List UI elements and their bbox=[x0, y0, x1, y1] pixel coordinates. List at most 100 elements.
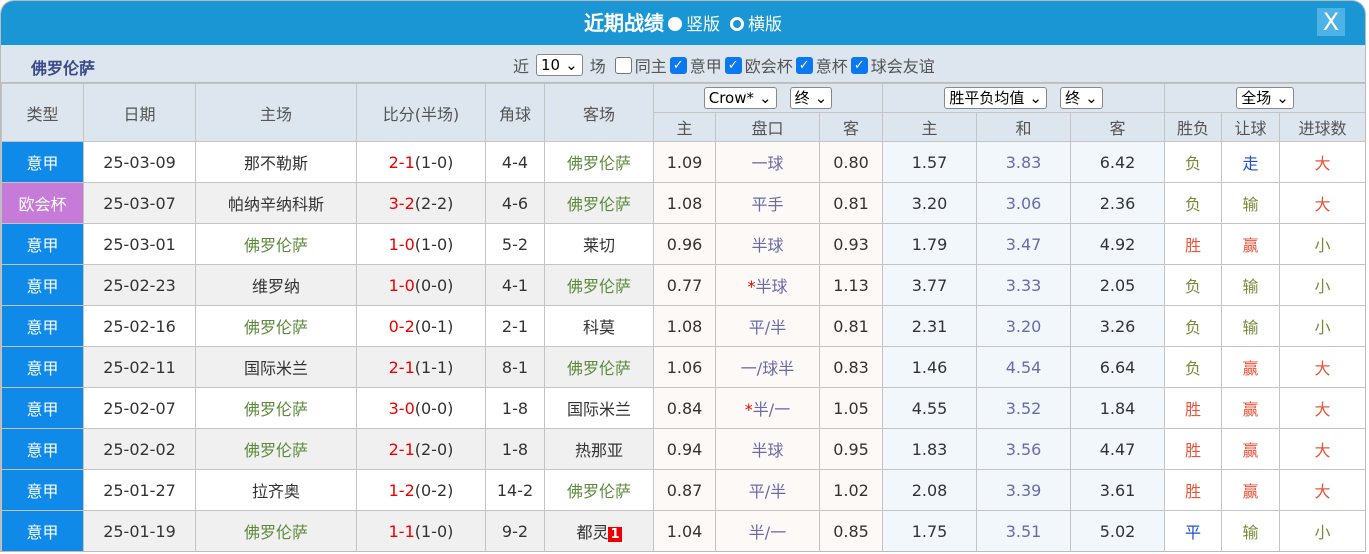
score-cell: 1-2(0-2) bbox=[356, 469, 486, 511]
match-type[interactable]: 意甲 bbox=[1, 223, 84, 265]
away-team[interactable]: 国际米兰 bbox=[566, 400, 631, 419]
radio-vertical[interactable] bbox=[667, 17, 682, 31]
away-team-cell: 热那亚 bbox=[544, 428, 654, 470]
euro-draw: 3.56 bbox=[976, 428, 1072, 470]
header-score: 比分(半场) bbox=[356, 83, 486, 142]
handicap-result: 输 bbox=[1221, 182, 1281, 224]
score-cell: 0-2(0-1) bbox=[356, 305, 486, 347]
result: 平 bbox=[1164, 510, 1223, 551]
goals-result: 大 bbox=[1279, 346, 1365, 388]
match-type[interactable]: 意甲 bbox=[1, 428, 84, 470]
league-checkbox[interactable]: ✓ bbox=[669, 56, 687, 74]
away-team[interactable]: 都灵 bbox=[576, 523, 609, 542]
corner-count: 4-6 bbox=[485, 182, 545, 224]
away-team[interactable]: 佛罗伦萨 bbox=[566, 277, 631, 296]
score-cell: 3-0(0-0) bbox=[356, 387, 486, 429]
away-odds: 1.05 bbox=[818, 387, 884, 429]
match-type[interactable]: 意甲 bbox=[1, 305, 84, 347]
goals-result: 小 bbox=[1279, 305, 1365, 347]
home-team[interactable]: 维罗纳 bbox=[195, 264, 357, 306]
match-count-select[interactable]: 10 ⌄ bbox=[536, 54, 583, 76]
handicap-stage-select[interactable]: 终 ⌄ bbox=[789, 87, 833, 109]
match-type[interactable]: 意甲 bbox=[1, 469, 84, 511]
radio-horizontal[interactable] bbox=[730, 17, 745, 31]
result: 负 bbox=[1164, 182, 1223, 224]
full-score: 1-2 bbox=[388, 480, 415, 500]
home-odds: 1.04 bbox=[653, 510, 716, 551]
corner-count: 14-2 bbox=[485, 469, 545, 511]
score-cell: 1-1(1-0) bbox=[356, 510, 486, 551]
away-odds: 0.81 bbox=[818, 305, 884, 347]
euro-draw: 3.83 bbox=[976, 141, 1072, 183]
match-type[interactable]: 意甲 bbox=[1, 141, 84, 183]
corner-count: 1-8 bbox=[485, 387, 545, 429]
subheader: 主 bbox=[653, 112, 716, 142]
league-checkbox[interactable]: ✓ bbox=[724, 56, 742, 74]
match-date: 25-03-01 bbox=[83, 223, 196, 265]
match-type[interactable]: 意甲 bbox=[1, 264, 84, 306]
goals-result: 大 bbox=[1279, 428, 1365, 470]
handicap-cell: *半球 bbox=[715, 264, 820, 306]
table-row: 意甲 25-01-27 拉齐奥 1-2(0-2) 14-2 佛罗伦萨 0.87 平/半 1.02… bbox=[1, 469, 1365, 511]
team-name: 佛罗伦萨 bbox=[31, 59, 96, 78]
full-score: 1-0 bbox=[388, 275, 415, 295]
home-team[interactable]: 佛罗伦萨 bbox=[195, 223, 357, 265]
away-team[interactable]: 热那亚 bbox=[574, 441, 623, 460]
close-button[interactable]: X bbox=[1317, 8, 1345, 36]
company-select[interactable]: Crow* ⌄ bbox=[703, 87, 777, 109]
home-team[interactable]: 国际米兰 bbox=[195, 346, 357, 388]
handicap-result: 赢 bbox=[1221, 428, 1281, 470]
home-team[interactable]: 佛罗伦萨 bbox=[195, 510, 357, 551]
euro-stage-select[interactable]: 终 ⌄ bbox=[1060, 87, 1103, 109]
full-score: 3-2 bbox=[388, 193, 415, 213]
header-away: 客场 bbox=[544, 83, 654, 142]
handicap-result: 输 bbox=[1221, 264, 1281, 306]
euro-away: 2.05 bbox=[1070, 264, 1166, 306]
euro-home: 1.79 bbox=[882, 223, 978, 265]
league-checkbox[interactable]: ✓ bbox=[795, 56, 813, 74]
away-team[interactable]: 佛罗伦萨 bbox=[566, 482, 631, 501]
match-type[interactable]: 意甲 bbox=[1, 346, 84, 388]
match-type[interactable]: 意甲 bbox=[1, 510, 84, 551]
home-team[interactable]: 佛罗伦萨 bbox=[195, 305, 357, 347]
star-mark: * bbox=[747, 277, 756, 296]
league-checkbox[interactable]: ✓ bbox=[850, 56, 868, 74]
euro-away: 3.26 bbox=[1070, 305, 1166, 347]
away-odds: 0.85 bbox=[818, 510, 884, 551]
home-odds: 1.06 bbox=[653, 346, 716, 388]
home-odds: 0.77 bbox=[653, 264, 716, 306]
away-team[interactable]: 佛罗伦萨 bbox=[566, 154, 631, 173]
away-team[interactable]: 莱切 bbox=[582, 236, 615, 255]
away-team[interactable]: 科莫 bbox=[582, 318, 615, 337]
home-team[interactable]: 佛罗伦萨 bbox=[195, 428, 357, 470]
table-row: 意甲 25-01-19 佛罗伦萨 1-1(1-0) 9-2 都灵 1 1.04 半/一 0.85 1… bbox=[1, 510, 1365, 551]
away-team[interactable]: 佛罗伦萨 bbox=[566, 359, 631, 378]
half-score: (2-0) bbox=[414, 439, 454, 459]
half-score: (1-0) bbox=[414, 234, 454, 254]
euro-home: 3.20 bbox=[882, 182, 978, 224]
euro-away: 3.61 bbox=[1070, 469, 1166, 511]
corner-count: 1-8 bbox=[485, 428, 545, 470]
match-type[interactable]: 意甲 bbox=[1, 387, 84, 429]
home-team[interactable]: 拉齐奥 bbox=[195, 469, 357, 511]
same-home-checkbox[interactable] bbox=[614, 56, 632, 74]
away-team[interactable]: 佛罗伦萨 bbox=[566, 195, 631, 214]
subheader: 盘口 bbox=[715, 112, 820, 142]
field-label: 场 bbox=[589, 57, 606, 76]
match-type[interactable]: 欧会杯 bbox=[1, 182, 84, 224]
match-date: 25-02-11 bbox=[83, 346, 196, 388]
table-row: 意甲 25-02-11 国际米兰 2-1(1-1) 8-1 佛罗伦萨 1.06 一/球半 0.8… bbox=[1, 346, 1365, 388]
home-team[interactable]: 那不勒斯 bbox=[195, 141, 357, 183]
result: 胜 bbox=[1164, 428, 1223, 470]
scope-select[interactable]: 全场 ⌄ bbox=[1236, 87, 1294, 109]
stage-value: 终 bbox=[794, 89, 810, 107]
match-date: 25-02-23 bbox=[83, 264, 196, 306]
home-team[interactable]: 佛罗伦萨 bbox=[195, 387, 357, 429]
handicap-cell: 半球 bbox=[715, 223, 820, 265]
subheader: 胜负 bbox=[1164, 112, 1223, 142]
subheader: 客 bbox=[1070, 112, 1166, 142]
euro-draw: 3.33 bbox=[976, 264, 1072, 306]
home-team[interactable]: 帕纳辛纳科斯 bbox=[195, 182, 357, 224]
half-score: (0-2) bbox=[414, 480, 454, 500]
euro-odds-select[interactable]: 胜平负均值 ⌄ bbox=[944, 87, 1047, 109]
